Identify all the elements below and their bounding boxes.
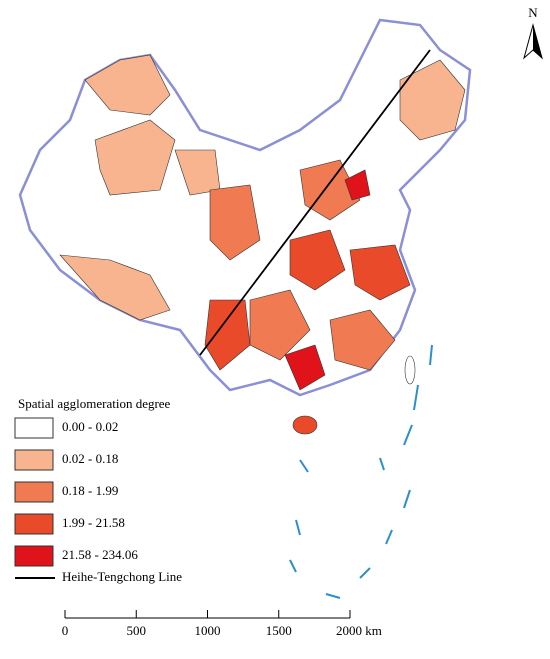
region	[299, 159, 361, 221]
region	[94, 119, 176, 196]
region	[344, 169, 371, 201]
legend-line-label: Heihe-Tengchong Line	[62, 569, 182, 584]
region	[84, 54, 171, 116]
legend-swatch	[14, 481, 54, 503]
region	[349, 244, 411, 301]
maritime-boundary	[289, 344, 433, 599]
region	[249, 289, 311, 361]
legend-title: Spatial agglomeration degree	[18, 396, 171, 411]
region	[289, 229, 346, 291]
scale-label: 500	[127, 623, 147, 638]
north-arrow: N	[523, 5, 543, 60]
island	[404, 355, 416, 385]
legend-label: 0.00 - 0.02	[62, 419, 118, 434]
north-arrow-fill	[533, 25, 542, 58]
scale-label: 1500	[266, 623, 292, 638]
region	[204, 299, 251, 371]
region	[329, 309, 396, 371]
legend-label: 1.99 - 21.58	[62, 515, 125, 530]
scale-label: 1000	[195, 623, 221, 638]
north-label: N	[528, 5, 538, 20]
legend-label: 0.02 - 0.18	[62, 451, 118, 466]
region	[59, 254, 171, 321]
region	[399, 59, 466, 141]
legend-label: 0.18 - 1.99	[62, 483, 118, 498]
legend-swatch	[14, 545, 54, 567]
scale-label: 2000 km	[336, 623, 382, 638]
heihe-tengchong-line	[199, 49, 431, 356]
island	[292, 415, 318, 435]
legend: Spatial agglomeration degree Heihe-Tengc…	[14, 396, 182, 584]
legend-swatch	[14, 417, 54, 439]
legend-label: 21.58 - 234.06	[62, 547, 138, 562]
legend-swatch	[14, 449, 54, 471]
scale-bar: 0 500 1000 1500 2000 km	[62, 610, 382, 638]
region	[284, 344, 326, 391]
legend-swatch	[14, 513, 54, 535]
map-regions	[18, 18, 472, 435]
region	[209, 184, 261, 261]
scale-label: 0	[62, 623, 69, 638]
